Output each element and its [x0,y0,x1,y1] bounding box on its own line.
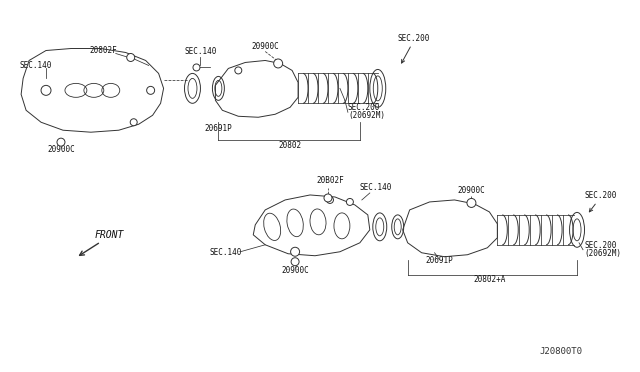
Text: SEC.200: SEC.200 [584,241,616,250]
Text: 20802F: 20802F [90,45,118,55]
Text: 20900C: 20900C [281,266,309,275]
Text: 20900C: 20900C [252,42,279,51]
Circle shape [193,64,200,71]
Text: J20800T0: J20800T0 [539,347,582,356]
Text: 20802+A: 20802+A [473,275,506,283]
Circle shape [274,59,283,68]
Text: 20900C: 20900C [458,186,485,195]
Text: FRONT: FRONT [94,230,124,240]
Circle shape [235,67,242,74]
Text: (20692M): (20692M) [584,249,621,258]
Circle shape [346,198,353,205]
Text: (20692M): (20692M) [348,111,385,120]
Circle shape [291,247,300,256]
Text: 20B02F: 20B02F [316,176,344,185]
Text: SEC.200: SEC.200 [348,103,380,112]
Text: 20802: 20802 [278,141,301,150]
Circle shape [127,54,134,61]
Text: 20691P: 20691P [205,124,232,133]
Circle shape [467,198,476,208]
Text: SEC.140: SEC.140 [19,61,51,70]
Text: SEC.200: SEC.200 [397,33,430,42]
Circle shape [326,196,333,203]
Text: SEC.140: SEC.140 [184,48,216,57]
Circle shape [41,86,51,95]
Circle shape [324,194,332,202]
Text: 20691P: 20691P [426,256,453,265]
Text: SEC.140: SEC.140 [209,248,241,257]
Text: 20900C: 20900C [47,145,75,154]
Circle shape [130,119,137,126]
Circle shape [57,138,65,146]
Text: SEC.140: SEC.140 [360,183,392,192]
Circle shape [291,258,299,266]
Text: SEC.200: SEC.200 [584,191,616,200]
Circle shape [147,86,155,94]
